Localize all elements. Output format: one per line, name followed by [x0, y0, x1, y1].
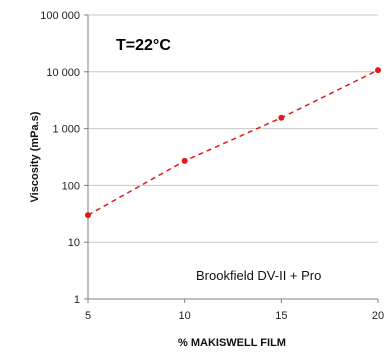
y-tick-label: 100 000	[40, 10, 80, 22]
grid-lines	[88, 14, 378, 243]
x-tick-label: 5	[85, 310, 91, 322]
x-tick-label: 15	[275, 310, 287, 322]
y-axis-title: Viscosity (mPa.s)	[29, 111, 41, 202]
x-axis-title: % MAKISWELL FILM	[178, 337, 286, 349]
data-point	[181, 157, 188, 164]
y-tick-label: 100	[62, 180, 80, 192]
y-tick-label: 1 000	[52, 124, 80, 136]
instrument-annotation: Brookfield DV-II + Pro	[196, 268, 321, 283]
series	[85, 67, 381, 219]
y-tick-labels: 1 10 100 1 000 10 000 100 000	[40, 10, 80, 306]
y-tick-label: 10 000	[46, 67, 80, 79]
data-point	[85, 212, 91, 219]
trend-line	[87, 69, 379, 216]
x-tick-label: 10	[179, 310, 191, 322]
y-tick-label: 10	[68, 237, 80, 249]
x-tick-label: 20	[372, 310, 384, 322]
data-point	[278, 114, 285, 121]
y-tick-label: 1	[74, 294, 80, 306]
axes	[84, 14, 379, 303]
x-tick-labels: 5 10 15 20	[85, 310, 384, 322]
temperature-annotation: T=22°C	[116, 37, 171, 54]
data-point	[375, 67, 381, 74]
